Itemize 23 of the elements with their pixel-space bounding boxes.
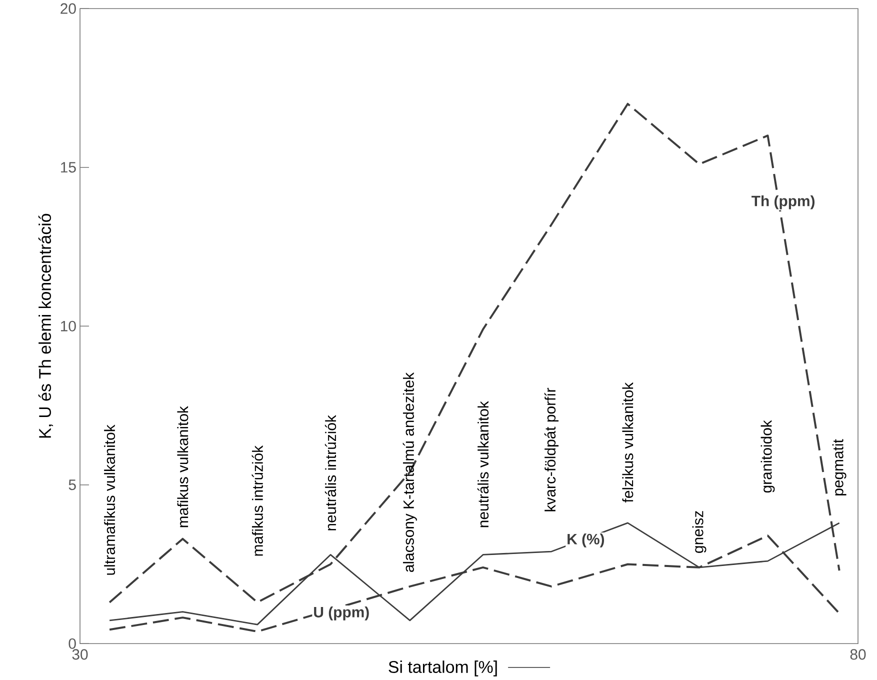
series-label: Th (ppm) xyxy=(752,195,815,210)
series-label: K (%) xyxy=(568,534,604,548)
annotation: felzikus vulkanitok xyxy=(622,382,634,503)
annotation: neutrális vulkanitok xyxy=(477,401,489,528)
x-tick-label: 30 xyxy=(72,649,88,660)
y-tick-label: 0 xyxy=(68,638,76,650)
annotation: mafikus intrúziók xyxy=(252,446,263,556)
y-tick-label: 15 xyxy=(61,162,76,173)
annotation: kvarc-földpát porfír xyxy=(544,388,559,512)
x-axis-title: Si tartalom [%] xyxy=(388,660,497,677)
annotation: ultramafikus vulkanitok xyxy=(104,424,116,575)
y-tick-label: 20 xyxy=(60,3,76,14)
annotation: mafikus vulkanitok xyxy=(177,406,188,528)
series-label: U (ppm) xyxy=(314,606,369,621)
annotation: neutrális intrúziók xyxy=(324,415,336,530)
x-tick-label: 80 xyxy=(850,649,866,660)
annotation: gneisz xyxy=(692,511,706,554)
annotation: pegmatit xyxy=(832,439,846,496)
annotation: granitoidok xyxy=(760,420,775,493)
y-tick-label: 5 xyxy=(68,480,76,490)
y-tick-label: 10 xyxy=(61,320,76,332)
annotation: alacsony K-tartalmú andezitek xyxy=(402,372,417,572)
y-axis-title: K, U és Th elemi koncentráció xyxy=(38,214,54,438)
